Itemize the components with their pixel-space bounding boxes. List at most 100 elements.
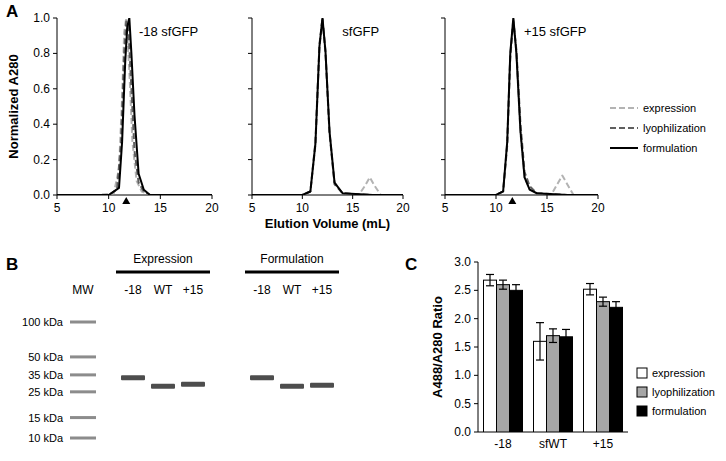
error-cap [549, 342, 557, 343]
legend-label: formulation [652, 405, 706, 417]
chart-title: -18 sfGFP [139, 24, 198, 39]
legend-swatch [610, 127, 638, 129]
series-line [445, 18, 598, 195]
y-tick-label: 0.0 [33, 188, 50, 202]
y-tick [53, 88, 57, 89]
bar [584, 289, 597, 432]
error-stem [539, 323, 540, 360]
ladder-band [70, 321, 96, 324]
line-chart: 0.00.20.40.60.81.05101520-18 sfGFPNormal… [6, 11, 219, 215]
y-tick [441, 53, 445, 54]
x-tick-label: 20 [396, 201, 410, 215]
ladder-label: 100 kDa [22, 316, 64, 328]
error-bar [549, 329, 557, 343]
y-tick [441, 195, 445, 196]
error-stem [552, 329, 553, 343]
category-label: -18 [494, 437, 512, 451]
y-tick [53, 53, 57, 54]
chart-title: sfGFP [342, 24, 379, 39]
error-stem [502, 280, 503, 289]
y-tick [474, 432, 478, 433]
error-cap [562, 329, 570, 330]
y-tick-label: 2.0 [454, 312, 471, 326]
error-stem [602, 297, 603, 306]
y-tick [53, 159, 57, 160]
x-tick [160, 195, 161, 199]
y-tick [248, 88, 252, 89]
y-tick-label: 1.0 [33, 11, 50, 25]
gel-band [280, 384, 304, 389]
x-tick [252, 195, 253, 199]
lane-label: -18 [124, 283, 142, 297]
reference-marker [508, 197, 516, 204]
error-stem [515, 285, 516, 296]
x-tick [598, 195, 599, 199]
x-tick-label: 15 [346, 201, 360, 215]
error-bar [499, 280, 507, 289]
error-stem [565, 329, 566, 344]
y-tick [474, 262, 478, 263]
lane-label: WT [154, 283, 173, 297]
legend: expressionlyophilizationformulation [637, 367, 715, 417]
group-label: Formulation [260, 252, 323, 266]
error-bar [536, 323, 544, 360]
error-cap [612, 301, 620, 302]
category-label: +15 [593, 437, 614, 451]
y-tick [441, 88, 445, 89]
ladder-label: 35 kDa [28, 369, 64, 381]
x-tick-label: 10 [489, 201, 503, 215]
lane-label: +15 [312, 283, 333, 297]
error-cap [599, 306, 607, 307]
error-cap [486, 274, 494, 275]
ladder-band [70, 416, 96, 419]
error-bar [486, 274, 494, 285]
group-bar [245, 271, 339, 274]
series-group [252, 18, 403, 195]
background [0, 0, 726, 461]
y-tick-label: 1.0 [454, 368, 471, 382]
y-tick [248, 18, 252, 19]
x-tick [352, 195, 353, 199]
error-bar [599, 297, 607, 306]
y-tick [441, 124, 445, 125]
category-label: sfWT [539, 437, 568, 451]
panel-label: C [405, 255, 417, 274]
y-tick [474, 318, 478, 319]
y-axis [252, 18, 253, 195]
legend-label: expression [652, 367, 705, 379]
series-line [445, 18, 598, 195]
x-tick-label: 20 [591, 201, 605, 215]
y-tick [248, 159, 252, 160]
y-tick-label: 0.8 [33, 46, 50, 60]
error-cap [586, 283, 594, 284]
y-tick [248, 195, 252, 196]
error-cap [536, 359, 544, 360]
x-tick-label: 10 [102, 201, 116, 215]
y-tick-label: 0.5 [454, 397, 471, 411]
error-bar [586, 284, 594, 295]
y-tick [53, 195, 57, 196]
legend-swatch [637, 387, 647, 397]
y-axis-label: A488/A280 Ratio [430, 296, 445, 398]
lane-label: +15 [183, 283, 204, 297]
legend-label: lyophilization [643, 122, 706, 134]
y-tick-label: 0.2 [33, 153, 50, 167]
x-axis-label: Elution Volume (mL) [265, 216, 390, 231]
gel: MW100 kDa50 kDa35 kDa25 kDa15 kDa10 kDaE… [22, 252, 339, 444]
legend-swatch [637, 406, 647, 416]
error-stem [589, 284, 590, 295]
error-bar [612, 302, 620, 313]
series-line [252, 18, 403, 195]
series-group [57, 18, 212, 195]
legend-swatch [610, 147, 638, 149]
gel-band [250, 375, 274, 380]
ladder-band [70, 355, 96, 358]
error-cap [536, 322, 544, 323]
x-tick-label: 5 [54, 201, 61, 215]
y-tick [441, 159, 445, 160]
panel-label: B [6, 255, 18, 274]
series-line [252, 18, 403, 195]
gel-band [181, 382, 205, 387]
y-tick [53, 124, 57, 125]
y-tick [441, 18, 445, 19]
